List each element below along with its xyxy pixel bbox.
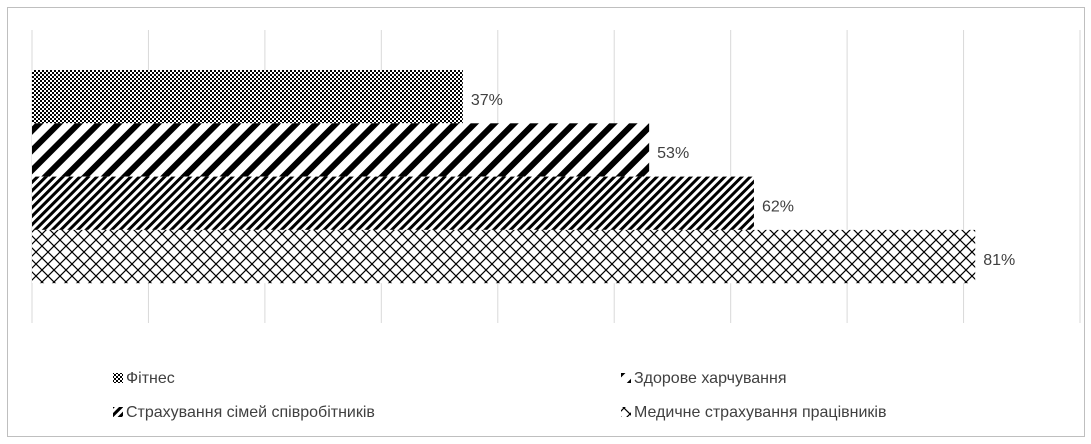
data-label: 37%: [471, 92, 503, 109]
legend-swatch: [113, 407, 123, 417]
legend-swatch: [113, 373, 123, 383]
legend-label: Медичне страхування працівників: [634, 404, 886, 421]
legend-label: Страхування сімей співробітників: [126, 404, 375, 421]
data-label: 53%: [657, 145, 689, 162]
data-label: 62%: [762, 198, 794, 215]
bar: [32, 176, 754, 230]
bar: [32, 70, 463, 124]
legend-swatch: [621, 373, 631, 383]
bar: [32, 123, 650, 177]
bar: [32, 229, 976, 284]
legend-swatch: [621, 407, 631, 417]
legend-label: Здорове харчування: [634, 370, 787, 387]
data-label: 81%: [983, 252, 1015, 269]
legend-label: Фітнес: [126, 370, 175, 387]
